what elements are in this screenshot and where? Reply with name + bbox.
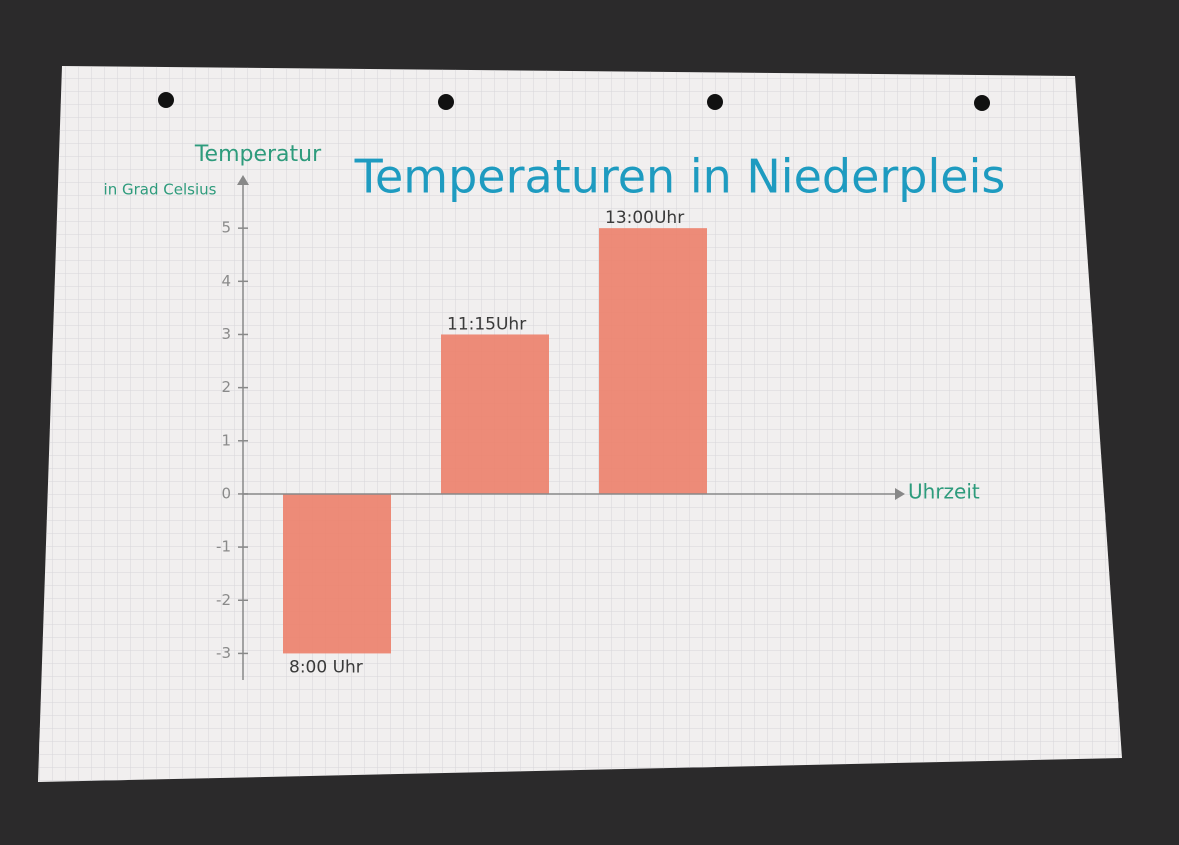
punch-hole (707, 94, 723, 110)
x-axis-label: Uhrzeit (908, 480, 980, 504)
bar (599, 228, 707, 494)
bar (283, 493, 391, 654)
punch-hole (158, 92, 174, 108)
y-axis-unit: in Grad Celsius (104, 181, 217, 199)
y-tick-label: -1 (216, 538, 231, 556)
x-axis-arrow (895, 487, 905, 500)
y-tick-label: 4 (221, 272, 231, 290)
y-tick-label: 3 (221, 325, 231, 343)
y-tick-label: -3 (216, 644, 231, 662)
category-label: 11:15Uhr (447, 314, 526, 334)
y-tick-label: 2 (221, 378, 231, 396)
y-tick-label: 5 (221, 219, 231, 237)
y-axis-arrow (237, 175, 249, 185)
chart-title: Temperaturen in Niederpleis (354, 150, 1006, 204)
plot: 8:00 Uhr 11:15Uhr 13:00Uhr -3 -2 -1 0 1 2 3 4 5 (216, 175, 905, 680)
category-label: 13:00Uhr (605, 208, 684, 228)
y-tick-label: -2 (216, 591, 231, 609)
punch-hole (974, 95, 990, 111)
bar (441, 334, 549, 494)
category-label: 8:00 Uhr (289, 657, 363, 677)
y-tick-label: 0 (221, 484, 231, 502)
punch-hole (438, 94, 454, 110)
y-tick-label: 1 (221, 431, 231, 449)
y-axis-label: Temperatur (194, 142, 322, 167)
